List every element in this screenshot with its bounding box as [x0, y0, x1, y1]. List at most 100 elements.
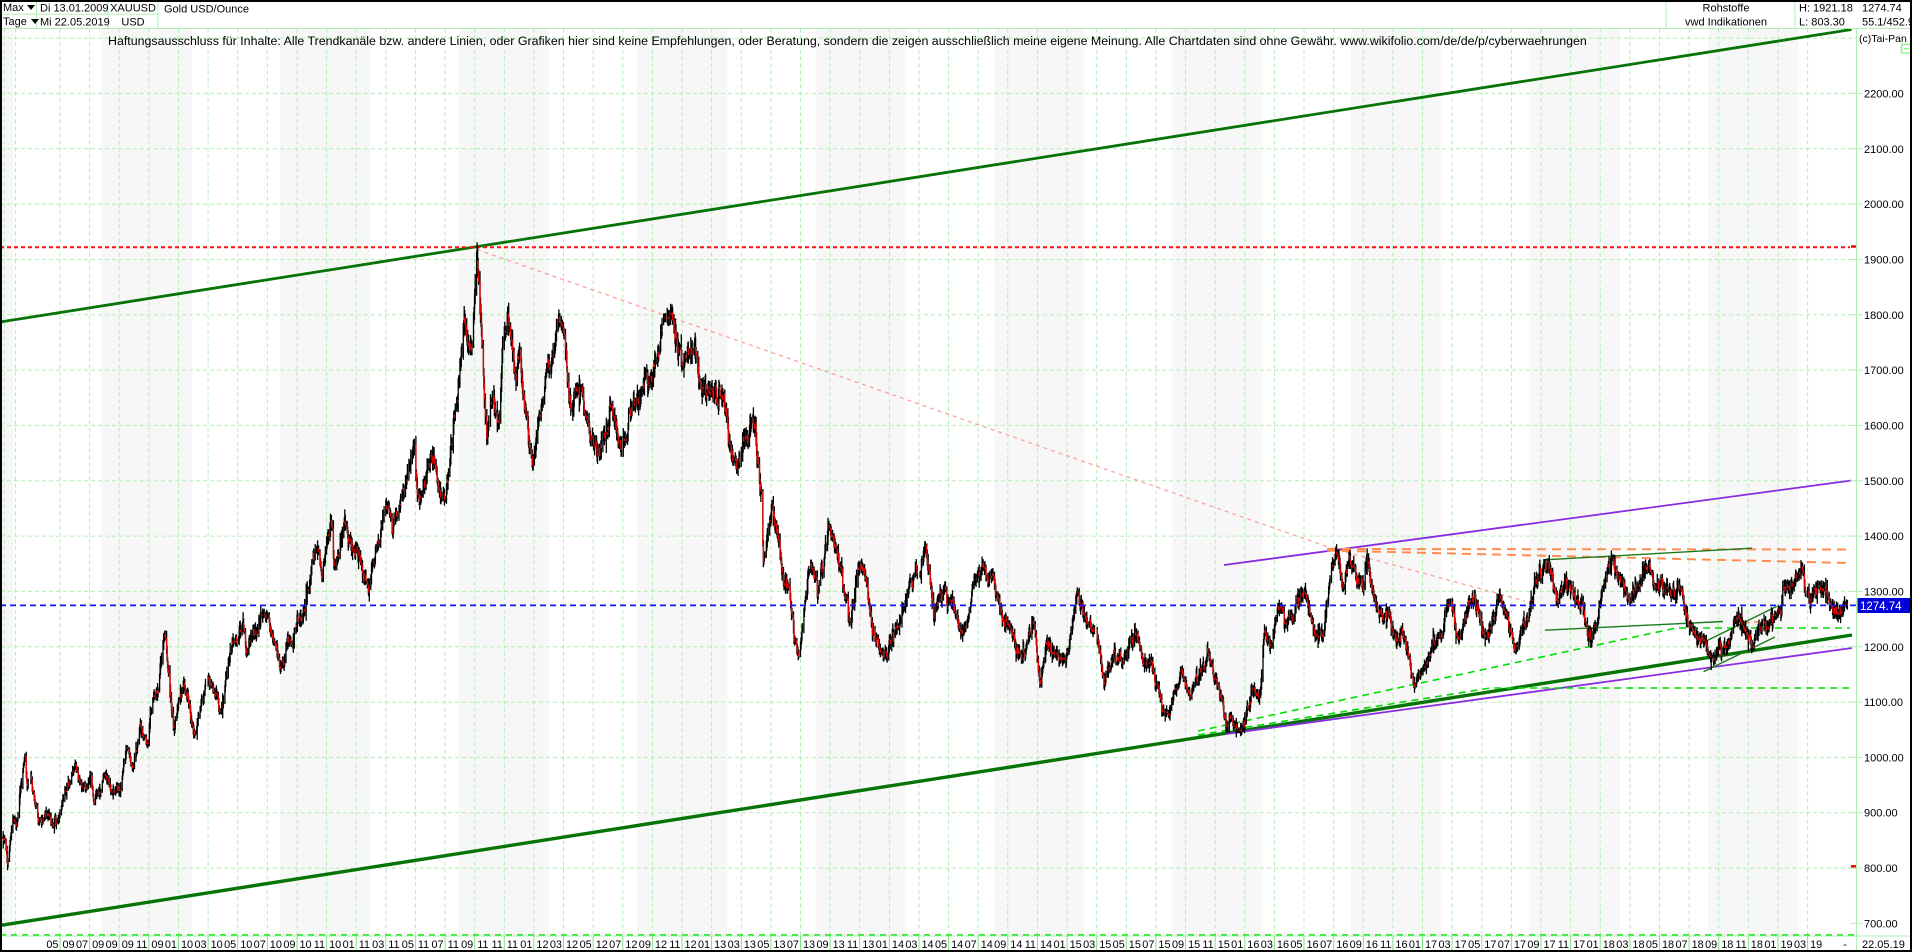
- svg-text:Rohstoffe: Rohstoffe: [1703, 3, 1750, 15]
- svg-text:01: 01: [1409, 939, 1421, 951]
- svg-text:07: 07: [1498, 939, 1510, 951]
- svg-text:03: 03: [905, 939, 917, 951]
- svg-text:1600.00: 1600.00: [1864, 420, 1904, 432]
- svg-text:1700.00: 1700.00: [1864, 365, 1904, 377]
- svg-text:13: 13: [803, 939, 815, 951]
- svg-text:11: 11: [1380, 939, 1391, 951]
- svg-text:15: 15: [1188, 939, 1200, 951]
- svg-text:05: 05: [580, 939, 592, 951]
- svg-text:10: 10: [211, 939, 223, 951]
- svg-text:03: 03: [372, 939, 384, 951]
- svg-text:07: 07: [965, 939, 977, 951]
- svg-text:Max: Max: [3, 2, 24, 14]
- svg-text:700.00: 700.00: [1864, 918, 1898, 930]
- svg-text:900.00: 900.00: [1864, 808, 1898, 820]
- svg-text:07: 07: [1675, 939, 1687, 951]
- svg-text:16: 16: [1395, 939, 1407, 951]
- svg-text:09: 09: [1350, 939, 1362, 951]
- svg-text:01: 01: [165, 939, 177, 951]
- svg-text:Mi 22.05.2019: Mi 22.05.2019: [40, 17, 110, 29]
- svg-text:13: 13: [833, 939, 845, 951]
- svg-text:01: 01: [876, 939, 888, 951]
- svg-text:10: 10: [270, 939, 282, 951]
- svg-text:11: 11: [136, 939, 147, 951]
- svg-text:15: 15: [1070, 939, 1082, 951]
- svg-text:17: 17: [1425, 939, 1437, 951]
- svg-text:09: 09: [639, 939, 651, 951]
- svg-text:07: 07: [609, 939, 621, 951]
- svg-text:H: 1921.18: H: 1921.18: [1799, 3, 1853, 15]
- svg-text:Haftungsausschluss für Inhalte: Haftungsausschluss für Inhalte: Alle Tre…: [108, 34, 1587, 48]
- svg-text:05: 05: [46, 939, 58, 951]
- svg-text:01: 01: [1053, 939, 1065, 951]
- svg-text:18: 18: [1662, 939, 1674, 951]
- svg-text:10: 10: [329, 939, 341, 951]
- svg-text:11: 11: [847, 939, 858, 951]
- svg-text:1200.00: 1200.00: [1864, 642, 1904, 654]
- svg-text:15: 15: [1158, 939, 1170, 951]
- svg-text:15: 15: [1129, 939, 1141, 951]
- svg-text:05: 05: [1113, 939, 1125, 951]
- svg-text:03: 03: [194, 939, 206, 951]
- svg-text:19: 19: [1810, 939, 1822, 951]
- svg-text:2000.00: 2000.00: [1864, 199, 1904, 211]
- svg-text:10: 10: [300, 939, 312, 951]
- svg-text:09: 09: [151, 939, 163, 951]
- svg-text:01: 01: [698, 939, 710, 951]
- svg-text:14: 14: [951, 939, 963, 951]
- svg-text:05: 05: [402, 939, 414, 951]
- svg-text:01: 01: [520, 939, 532, 951]
- svg-text:1900.00: 1900.00: [1864, 254, 1904, 266]
- svg-text:18: 18: [1751, 939, 1763, 951]
- svg-text:05: 05: [935, 939, 947, 951]
- svg-text:1274.74: 1274.74: [1860, 601, 1902, 613]
- svg-text:800.00: 800.00: [1864, 863, 1898, 875]
- svg-text:07: 07: [431, 939, 443, 951]
- svg-text:03: 03: [1083, 939, 1095, 951]
- svg-text:1274.74: 1274.74: [1862, 3, 1902, 15]
- svg-text:03: 03: [1438, 939, 1450, 951]
- svg-text:18: 18: [1603, 939, 1615, 951]
- svg-text:22.05.19: 22.05.19: [1862, 939, 1905, 951]
- svg-text:16: 16: [1366, 939, 1378, 951]
- svg-text:16: 16: [1336, 939, 1348, 951]
- svg-text:05: 05: [1290, 939, 1302, 951]
- svg-text:11: 11: [669, 939, 680, 951]
- svg-text:11: 11: [359, 939, 370, 951]
- svg-text:09: 09: [1705, 939, 1717, 951]
- svg-text:03: 03: [1794, 939, 1806, 951]
- svg-text:09: 09: [122, 939, 134, 951]
- svg-text:14: 14: [981, 939, 993, 951]
- svg-text:2200.00: 2200.00: [1864, 88, 1904, 100]
- svg-text:18: 18: [1721, 939, 1733, 951]
- svg-text:Tage: Tage: [3, 16, 27, 28]
- svg-text:09: 09: [1172, 939, 1184, 951]
- svg-text:01: 01: [1231, 939, 1243, 951]
- svg-text:-: -: [1843, 939, 1847, 951]
- svg-text:03: 03: [550, 939, 562, 951]
- svg-text:09: 09: [63, 939, 75, 951]
- svg-text:09: 09: [106, 939, 118, 951]
- svg-text:18: 18: [1632, 939, 1644, 951]
- svg-text:14: 14: [892, 939, 904, 951]
- svg-text:L: 803.30: L: 803.30: [1799, 17, 1845, 29]
- svg-text:07: 07: [1142, 939, 1154, 951]
- svg-text:11: 11: [1202, 939, 1213, 951]
- svg-text:vwd Indikationen: vwd Indikationen: [1685, 17, 1767, 29]
- svg-text:1800.00: 1800.00: [1864, 310, 1904, 322]
- svg-text:09: 09: [283, 939, 295, 951]
- svg-text:12: 12: [655, 939, 667, 951]
- svg-text:07: 07: [787, 939, 799, 951]
- svg-text:09: 09: [92, 939, 104, 951]
- svg-text:15: 15: [1218, 939, 1230, 951]
- svg-text:05: 05: [1646, 939, 1658, 951]
- svg-text:17: 17: [1484, 939, 1496, 951]
- svg-text:16: 16: [1247, 939, 1259, 951]
- svg-text:01: 01: [343, 939, 355, 951]
- svg-text:03: 03: [1261, 939, 1273, 951]
- svg-text:15: 15: [1099, 939, 1111, 951]
- svg-text:10: 10: [240, 939, 252, 951]
- svg-text:09: 09: [1527, 939, 1539, 951]
- svg-text:11: 11: [1558, 939, 1569, 951]
- svg-text:11: 11: [507, 939, 518, 951]
